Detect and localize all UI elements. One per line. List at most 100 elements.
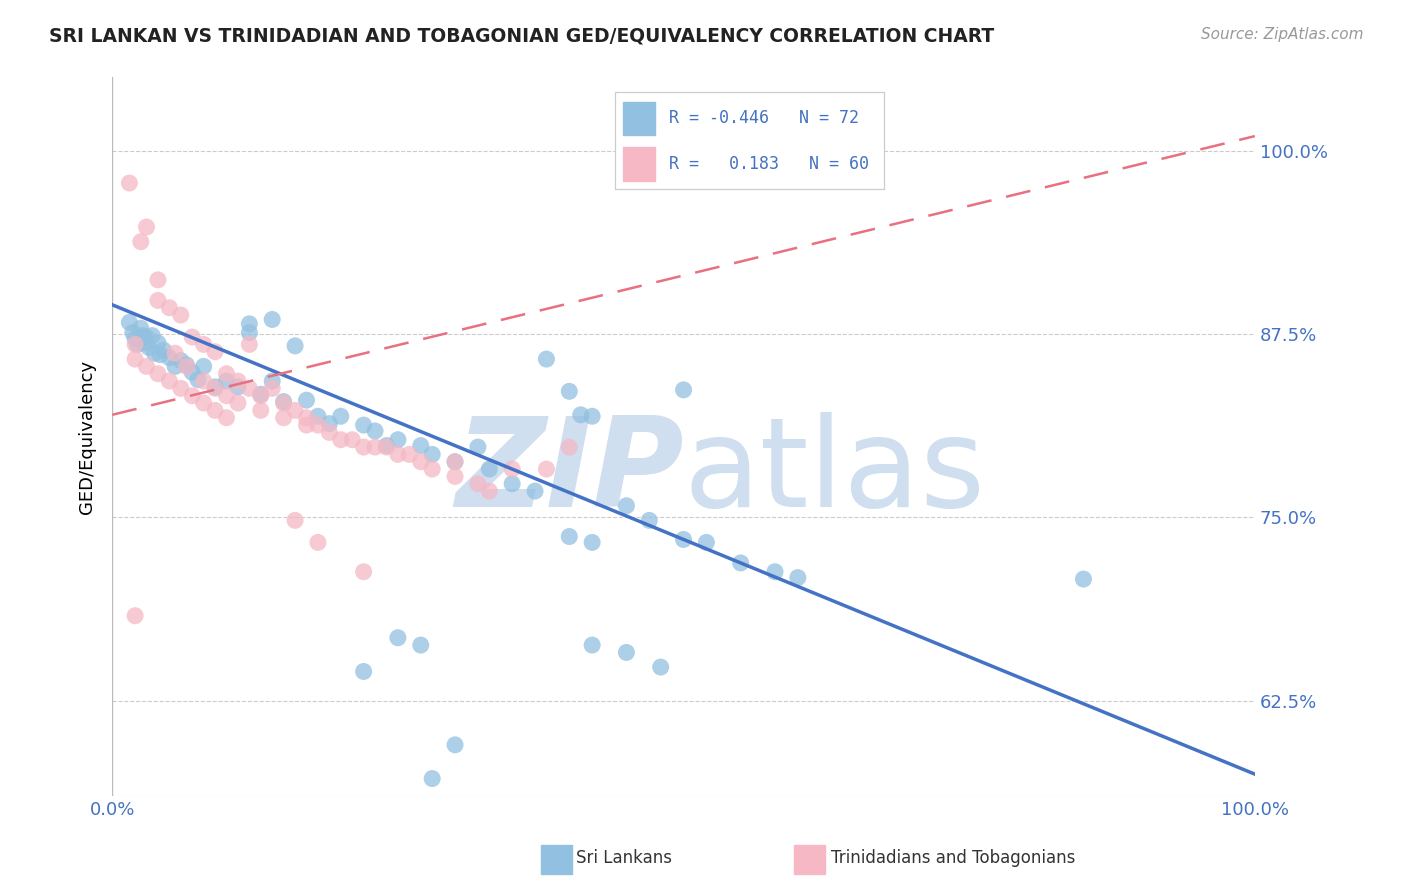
Point xyxy=(295,410,318,425)
Point xyxy=(149,348,172,362)
Point xyxy=(138,340,160,354)
Point xyxy=(204,381,226,395)
Point xyxy=(249,387,271,401)
Point xyxy=(157,301,180,315)
Point xyxy=(307,409,329,424)
Point xyxy=(193,396,215,410)
Point xyxy=(420,447,443,461)
Point xyxy=(238,326,260,340)
Text: SRI LANKAN VS TRINIDADIAN AND TOBAGONIAN GED/EQUIVALENCY CORRELATION CHART: SRI LANKAN VS TRINIDADIAN AND TOBAGONIAN… xyxy=(49,27,994,45)
Point xyxy=(284,403,307,417)
Text: Source: ZipAtlas.com: Source: ZipAtlas.com xyxy=(1201,27,1364,42)
Point xyxy=(273,394,295,409)
Point xyxy=(420,772,443,786)
Point xyxy=(226,380,249,394)
Point xyxy=(786,571,808,585)
Point xyxy=(420,462,443,476)
Point xyxy=(215,367,238,381)
Point xyxy=(215,389,238,403)
Point xyxy=(284,513,307,527)
Point xyxy=(387,447,409,461)
Point xyxy=(329,433,352,447)
Point xyxy=(124,352,146,367)
Point xyxy=(398,447,420,461)
Point xyxy=(238,381,260,395)
Point xyxy=(478,484,501,499)
Text: ZIP: ZIP xyxy=(454,412,683,533)
Point xyxy=(353,665,375,679)
Point xyxy=(204,403,226,417)
Point xyxy=(581,535,603,549)
Point xyxy=(536,462,558,476)
Point xyxy=(444,455,467,469)
Point xyxy=(467,440,489,454)
Point xyxy=(134,335,156,350)
Point xyxy=(364,440,387,454)
Point xyxy=(146,335,169,350)
Point xyxy=(193,359,215,374)
Point xyxy=(295,418,318,433)
Point xyxy=(262,381,284,395)
Point xyxy=(141,328,163,343)
Text: □: □ xyxy=(541,848,562,868)
Point xyxy=(375,439,398,453)
Point xyxy=(170,308,193,322)
Point xyxy=(170,353,193,368)
Point xyxy=(135,330,157,344)
Point xyxy=(467,476,489,491)
Point xyxy=(132,328,155,343)
Point xyxy=(695,535,717,549)
Point xyxy=(581,638,603,652)
Point xyxy=(238,317,260,331)
Point xyxy=(238,337,260,351)
Point xyxy=(444,738,467,752)
Point xyxy=(444,469,467,483)
Point xyxy=(165,346,187,360)
Point xyxy=(176,358,198,372)
Point xyxy=(135,220,157,235)
Point xyxy=(295,393,318,408)
Point xyxy=(193,337,215,351)
Point xyxy=(157,374,180,388)
Point xyxy=(364,424,387,438)
Point xyxy=(181,365,204,379)
Point xyxy=(616,645,638,659)
Point xyxy=(353,440,375,454)
Point xyxy=(273,396,295,410)
Point xyxy=(672,383,695,397)
Point xyxy=(118,315,141,329)
Point xyxy=(650,660,672,674)
Point xyxy=(146,293,169,308)
Point xyxy=(146,367,169,381)
Point xyxy=(124,608,146,623)
Point xyxy=(146,273,169,287)
Point xyxy=(124,332,146,346)
Point xyxy=(558,384,581,399)
Point xyxy=(249,389,271,403)
Point xyxy=(558,440,581,454)
Point xyxy=(1073,572,1095,586)
Point xyxy=(409,455,432,469)
Point xyxy=(409,439,432,453)
Point xyxy=(340,433,363,447)
Point xyxy=(204,380,226,394)
Point xyxy=(273,410,295,425)
Point xyxy=(444,455,467,469)
Point xyxy=(730,556,752,570)
Point xyxy=(763,565,786,579)
Point xyxy=(307,535,329,549)
Point xyxy=(181,389,204,403)
Point xyxy=(569,408,592,422)
Point xyxy=(226,374,249,388)
Point xyxy=(318,425,340,440)
Point xyxy=(558,530,581,544)
Point xyxy=(121,326,143,340)
Point xyxy=(409,638,432,652)
Point xyxy=(215,374,238,388)
Point xyxy=(375,440,398,454)
Point xyxy=(193,374,215,388)
Text: atlas: atlas xyxy=(683,412,986,533)
Point xyxy=(501,462,523,476)
Point xyxy=(536,352,558,367)
Point xyxy=(118,176,141,190)
